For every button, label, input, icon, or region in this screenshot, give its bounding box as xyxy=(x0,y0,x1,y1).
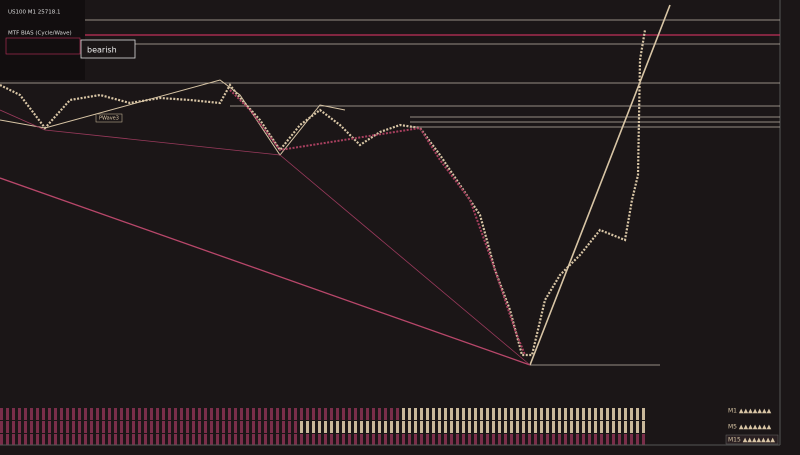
price-bars-bearish xyxy=(229,89,526,356)
mtf-box xyxy=(725,434,779,445)
bias-label: bearish xyxy=(87,46,117,55)
indicator-row xyxy=(0,421,300,433)
zigzag xyxy=(0,109,531,366)
wave-tag xyxy=(95,113,123,123)
mtf-row: M5 ▲▲▲▲▲▲▲ xyxy=(728,424,772,431)
indicator-row xyxy=(0,434,645,445)
bias-rows xyxy=(5,37,81,55)
indicator-row xyxy=(300,421,645,433)
bias-title: MTF BIAS (Cycle/Wave) xyxy=(8,31,72,37)
trend-line xyxy=(0,177,531,366)
indicator-row xyxy=(400,408,645,420)
symbol: US100 M1 25718.1 xyxy=(8,10,61,16)
levels xyxy=(0,19,780,366)
info-box xyxy=(0,0,85,80)
wave-label: PWave3 xyxy=(99,116,119,122)
trend-line xyxy=(529,4,671,366)
price-bars xyxy=(0,29,647,357)
indicator-row xyxy=(0,408,400,420)
mtf-row: M15 ▲▲▲▲▲▲▲ xyxy=(728,437,775,444)
mtf-row: M1 ▲▲▲▲▲▲▲ xyxy=(728,408,772,415)
bias-badge xyxy=(80,39,136,59)
